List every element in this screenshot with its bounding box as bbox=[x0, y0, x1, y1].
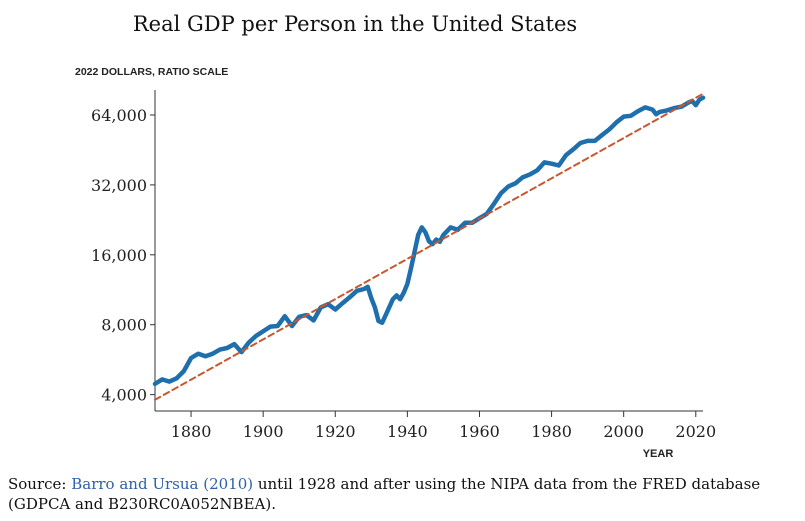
x-tick-label: 1880 bbox=[171, 422, 212, 441]
x-tick-label: 1980 bbox=[531, 422, 572, 441]
source-link[interactable]: Barro and Ursua (2010) bbox=[71, 475, 254, 493]
trend-line bbox=[154, 92, 704, 401]
source-prefix: Source: bbox=[8, 475, 72, 493]
y-tick-label: 32,000 bbox=[91, 176, 147, 195]
chart-title: Real GDP per Person in the United States bbox=[132, 12, 578, 36]
x-tick-label: 2000 bbox=[603, 422, 644, 441]
gdp-series-line bbox=[152, 95, 706, 387]
source-note: Source: Barro and Ursua (2010) until 192… bbox=[8, 474, 803, 514]
gdp-line-chart: 4,000 8,000 16,000 32,000 64,000 1880 1900 1920… bbox=[91, 90, 716, 460]
x-axis-label: YEAR bbox=[643, 448, 674, 460]
y-tick-label: 16,000 bbox=[91, 246, 147, 265]
x-tick-label: 1960 bbox=[459, 422, 500, 441]
y-axis-label: 2022 DOLLARS, RATIO SCALE bbox=[75, 66, 229, 78]
y-tick-label: 8,000 bbox=[101, 316, 147, 335]
x-tick-label: 1920 bbox=[315, 422, 356, 441]
x-tick-label: 1900 bbox=[243, 422, 284, 441]
y-tick-label: 64,000 bbox=[91, 106, 147, 125]
y-tick-label: 4,000 bbox=[101, 386, 147, 405]
x-tick-label: 1940 bbox=[387, 422, 428, 441]
source-rest: until 1928 and after using the NIPA data… bbox=[8, 475, 761, 513]
x-tick-label: 2020 bbox=[675, 422, 716, 441]
